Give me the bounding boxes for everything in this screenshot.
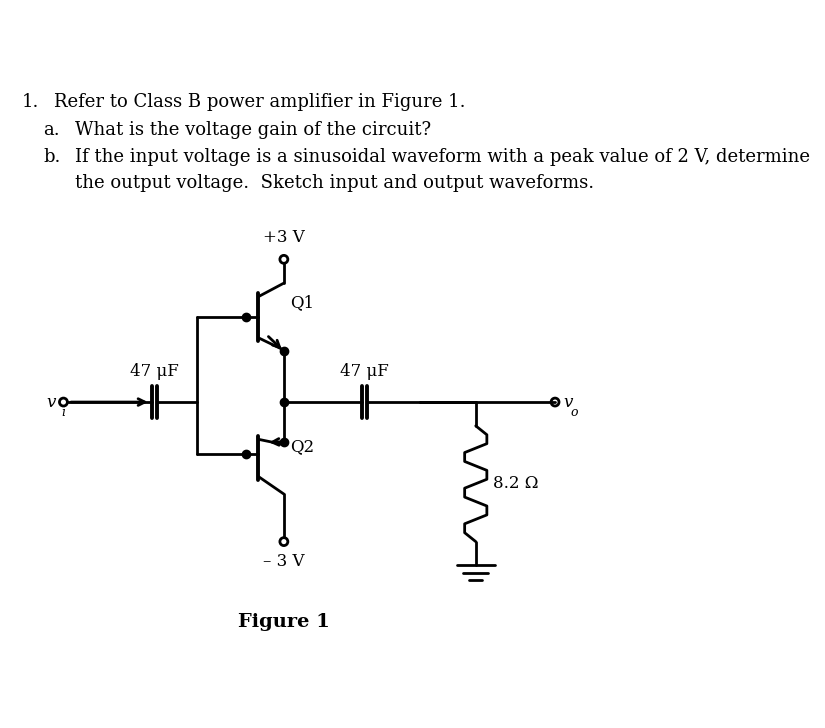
Text: +3 V: +3 V [263,229,304,246]
Text: v: v [46,394,55,411]
Text: What is the voltage gain of the circuit?: What is the voltage gain of the circuit? [75,122,431,139]
Text: Q1: Q1 [290,294,314,312]
Text: i: i [62,406,66,419]
Text: o: o [570,406,577,419]
Text: – 3 V: – 3 V [263,553,304,570]
Text: 47 μF: 47 μF [130,363,179,380]
Text: 1.: 1. [22,92,40,111]
Text: a.: a. [44,122,60,139]
Text: b.: b. [44,149,61,166]
Text: Figure 1: Figure 1 [238,614,330,631]
Text: Q2: Q2 [290,438,314,455]
Text: v: v [563,394,573,411]
Text: the output voltage.  Sketch input and output waveforms.: the output voltage. Sketch input and out… [75,175,595,192]
Text: 47 μF: 47 μF [340,363,389,380]
Text: Refer to Class B power amplifier in Figure 1.: Refer to Class B power amplifier in Figu… [54,92,465,111]
Text: If the input voltage is a sinusoidal waveform with a peak value of 2 V, determin: If the input voltage is a sinusoidal wav… [75,149,810,166]
Text: 8.2 Ω: 8.2 Ω [493,475,539,492]
